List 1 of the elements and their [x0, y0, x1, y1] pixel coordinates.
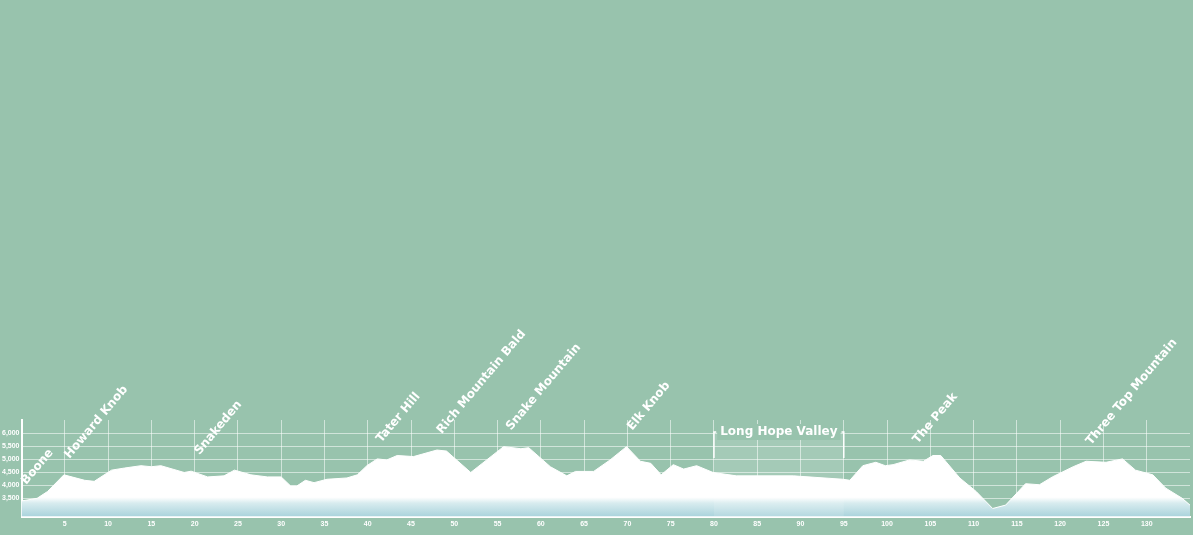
- band-label: Long Hope Valley: [720, 424, 838, 439]
